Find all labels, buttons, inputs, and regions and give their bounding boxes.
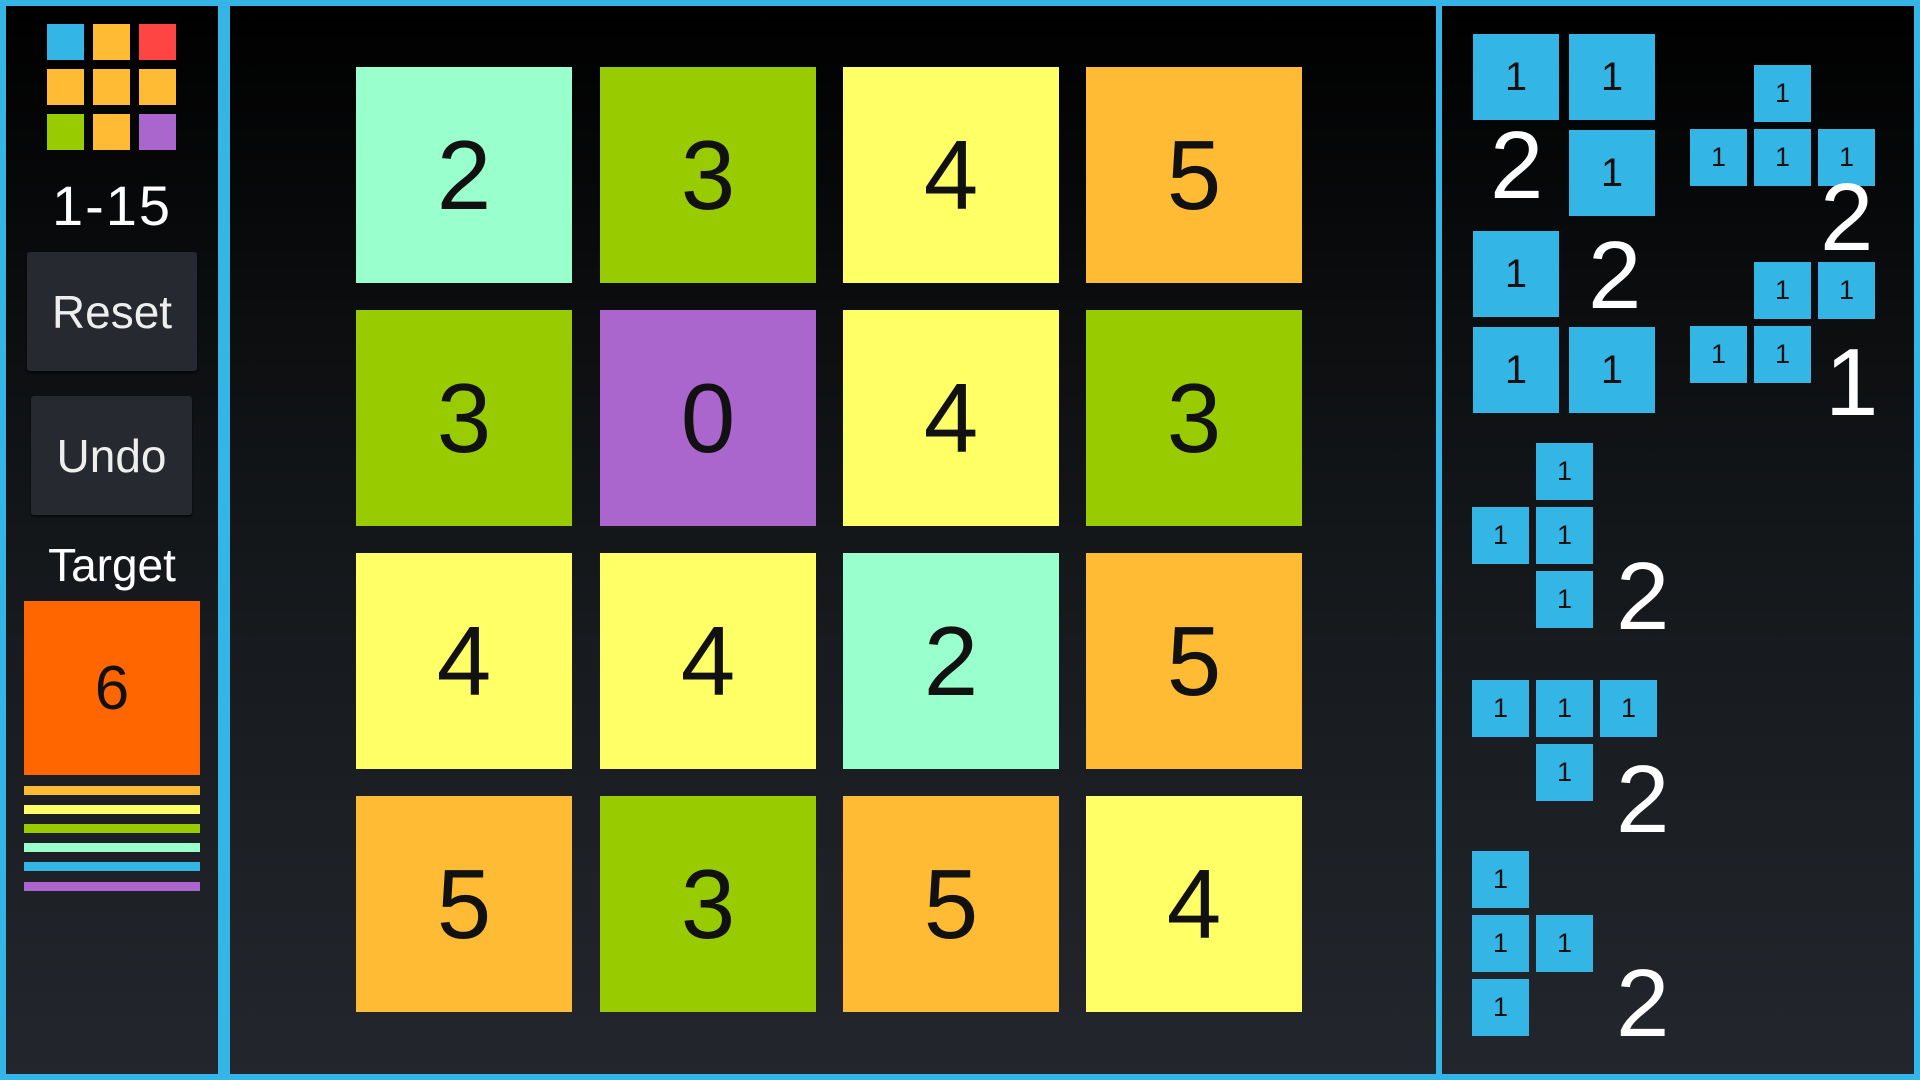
logo-square [47, 114, 84, 150]
piece-cell[interactable]: 1 [1754, 326, 1811, 383]
legend-stripe [24, 843, 200, 852]
legend-stripe [24, 805, 200, 814]
piece-cell[interactable]: 1 [1473, 231, 1559, 317]
piece-count: 2 [1490, 112, 1544, 219]
piece-count: 2 [1616, 746, 1670, 853]
piece-cell[interactable]: 1 [1754, 65, 1811, 122]
logo-square [47, 24, 84, 60]
piece-cell[interactable]: 1 [1569, 130, 1655, 216]
logo-square [47, 69, 84, 105]
piece-cell[interactable]: 1 [1600, 680, 1657, 737]
board-tile[interactable]: 3 [356, 310, 572, 526]
piece-cell[interactable]: 1 [1472, 680, 1529, 737]
piece-cell[interactable]: 1 [1818, 262, 1875, 319]
logo-square [139, 114, 176, 150]
piece-cell[interactable]: 1 [1536, 571, 1593, 628]
piece-cell[interactable]: 1 [1472, 915, 1529, 972]
undo-button[interactable]: Undo [31, 396, 192, 515]
legend-stripe [24, 862, 200, 871]
board-tile[interactable]: 0 [600, 310, 816, 526]
piece-cell[interactable]: 1 [1536, 507, 1593, 564]
piece-cell[interactable]: 1 [1473, 327, 1559, 413]
piece-cell[interactable]: 1 [1818, 129, 1875, 186]
piece-cell[interactable]: 1 [1754, 262, 1811, 319]
piece-count: 2 [1588, 222, 1642, 329]
logo-square [93, 69, 130, 105]
piece-cell[interactable]: 1 [1473, 34, 1559, 120]
board-tile[interactable]: 5 [843, 796, 1059, 1012]
board-tile[interactable]: 5 [356, 796, 572, 1012]
piece-count: 2 [1820, 164, 1874, 271]
level-indicator: 1-15 [51, 174, 173, 237]
piece-cell[interactable]: 1 [1536, 915, 1593, 972]
piece-cell[interactable]: 1 [1536, 443, 1593, 500]
piece-cell[interactable]: 1 [1472, 979, 1529, 1036]
board-tile[interactable]: 5 [1086, 553, 1302, 769]
piece-cell[interactable]: 1 [1472, 507, 1529, 564]
board-tile[interactable]: 2 [356, 67, 572, 283]
board-tile[interactable]: 3 [600, 796, 816, 1012]
target-value: 6 [24, 601, 200, 775]
board-tile[interactable]: 2 [843, 553, 1059, 769]
piece-cell[interactable]: 1 [1536, 680, 1593, 737]
legend-stripe [24, 786, 200, 795]
piece-count: 1 [1825, 329, 1879, 436]
board-tile[interactable]: 5 [1086, 67, 1302, 283]
piece-cell[interactable]: 1 [1569, 327, 1655, 413]
piece-count: 2 [1616, 950, 1670, 1057]
piece-cell[interactable]: 1 [1569, 34, 1655, 120]
logo-square [139, 24, 176, 60]
piece-cell[interactable]: 1 [1690, 129, 1747, 186]
piece-cell[interactable]: 1 [1690, 326, 1747, 383]
board-tile[interactable]: 4 [600, 553, 816, 769]
board-tile[interactable]: 4 [356, 553, 572, 769]
piece-cell[interactable]: 1 [1472, 851, 1529, 908]
legend-stripe [24, 824, 200, 833]
sidebar: 1-15 Reset Undo Target 6 [6, 6, 218, 1074]
piece-count: 2 [1616, 543, 1670, 650]
target-label: Target [48, 539, 176, 591]
board-tile[interactable]: 4 [843, 310, 1059, 526]
logo-square [93, 114, 130, 150]
reset-button[interactable]: Reset [27, 252, 197, 371]
logo-square [93, 24, 130, 60]
board-tile[interactable]: 4 [1086, 796, 1302, 1012]
board-tile[interactable]: 3 [1086, 310, 1302, 526]
piece-cell[interactable]: 1 [1536, 744, 1593, 801]
logo-square [139, 69, 176, 105]
legend-stripe [24, 882, 200, 891]
board-tile[interactable]: 3 [600, 67, 816, 283]
board-tile[interactable]: 4 [843, 67, 1059, 283]
piece-cell[interactable]: 1 [1754, 129, 1811, 186]
